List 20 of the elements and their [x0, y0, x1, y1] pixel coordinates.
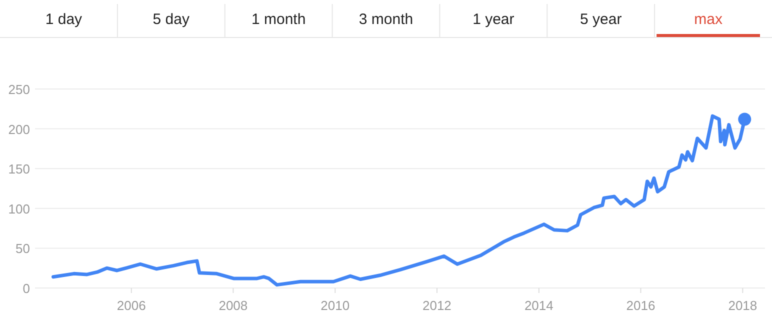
x-tick-label: 2008	[218, 298, 248, 313]
y-tick-label: 200	[8, 122, 30, 137]
x-tick-label: 2012	[422, 298, 452, 313]
x-tick-label: 2010	[320, 298, 350, 313]
y-tick-label: 150	[8, 162, 30, 177]
y-tick-label: 50	[16, 241, 30, 256]
x-tick-label: 2016	[626, 298, 656, 313]
x-tick-label: 2006	[116, 298, 146, 313]
y-tick-label: 0	[22, 281, 30, 296]
y-tick-label: 100	[8, 201, 30, 216]
x-tick-label: 2018	[728, 298, 758, 313]
text: 1 year	[472, 11, 514, 28]
text: 1 month	[251, 11, 306, 28]
y-tick-label: 250	[8, 82, 30, 97]
text: max	[694, 11, 723, 28]
text: 5 year	[580, 11, 622, 28]
text: 1 day	[45, 11, 83, 28]
text: 3 month	[358, 11, 414, 28]
text: 5 day	[152, 11, 190, 28]
x-tick-label: 2014	[524, 298, 554, 313]
